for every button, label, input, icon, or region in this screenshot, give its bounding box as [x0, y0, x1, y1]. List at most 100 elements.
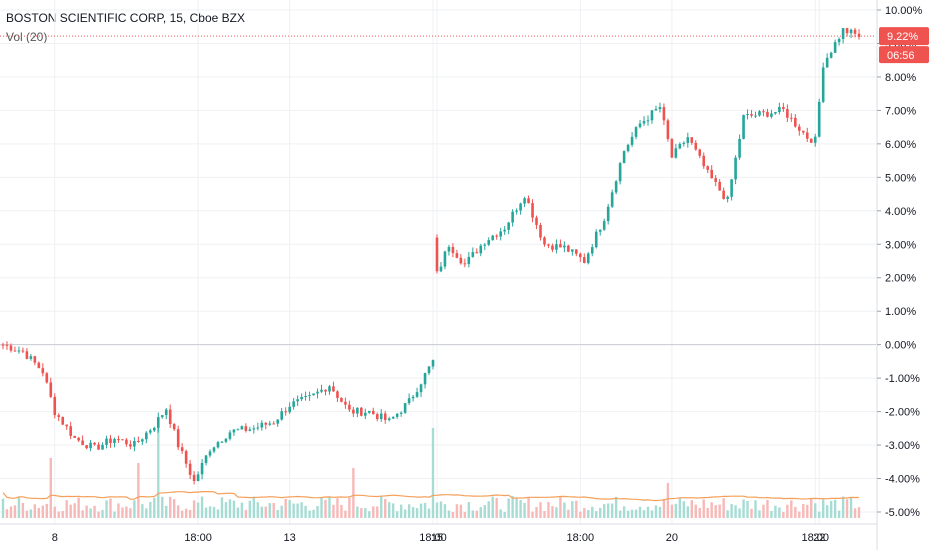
volume-bar	[766, 499, 769, 518]
volume-bar	[443, 504, 447, 518]
candle-body	[379, 413, 383, 420]
candle-body	[443, 251, 447, 267]
candle-body	[292, 401, 295, 407]
candle-body	[391, 416, 395, 419]
candle-body	[164, 409, 168, 416]
volume-bar	[503, 511, 506, 518]
candle-body	[690, 137, 694, 143]
candle-body	[841, 28, 845, 40]
volume-bar	[344, 510, 347, 518]
volume-bar	[829, 500, 833, 518]
candle-body	[622, 151, 626, 164]
candle-body	[758, 111, 761, 116]
volume-bar	[192, 500, 196, 518]
candle-body	[630, 136, 634, 145]
candle-body	[156, 417, 160, 428]
volume-bar	[642, 510, 646, 518]
volume-bar	[45, 503, 48, 518]
volume-bar	[686, 506, 690, 518]
candle-body	[598, 229, 602, 232]
candle-body	[316, 391, 319, 394]
candle-body	[734, 157, 737, 180]
volume-bar	[674, 503, 678, 518]
y-tick-label: 4.00%	[885, 206, 916, 218]
volume-bar	[296, 503, 299, 518]
volume-bar	[758, 510, 761, 518]
candle-body	[742, 114, 745, 139]
volume-bar	[73, 503, 76, 518]
volume-bar	[511, 496, 514, 518]
x-tick-label: 18:00	[419, 532, 447, 544]
volume-bar	[89, 508, 92, 518]
candle-body	[284, 411, 287, 413]
volume-bar	[806, 504, 809, 518]
volume-bar	[626, 510, 630, 518]
candle-body	[172, 424, 176, 430]
candle-body	[145, 432, 148, 440]
volume-bar	[698, 507, 701, 518]
volume-bar	[750, 508, 753, 518]
candle-body	[686, 137, 690, 143]
candle-body	[523, 198, 526, 204]
candle-body	[606, 206, 610, 222]
y-tick-label: -1.00%	[885, 373, 920, 385]
volume-bar	[117, 503, 120, 518]
volume-bar	[145, 508, 148, 518]
volume-bar	[157, 428, 160, 518]
volume-bar	[77, 497, 80, 518]
volume-bar	[622, 506, 626, 518]
volume-bar	[539, 502, 542, 518]
volume-bar	[228, 499, 232, 518]
candle-body	[797, 126, 801, 131]
volume-bar	[519, 499, 522, 518]
volume-bar	[29, 509, 33, 518]
candle-body	[614, 181, 618, 193]
volume-bar	[17, 497, 21, 518]
candle-body	[778, 106, 781, 113]
candle-body	[344, 401, 347, 405]
candle-body	[125, 439, 128, 445]
candle-body	[706, 166, 710, 170]
volume-bar	[240, 502, 244, 518]
candle-body	[45, 373, 49, 383]
y-tick-label: 3.00%	[885, 239, 916, 251]
candle-body	[220, 441, 224, 443]
volume-bar	[212, 506, 216, 518]
candle-body	[519, 203, 522, 211]
volume-bar	[364, 508, 367, 518]
volume-bar	[208, 506, 212, 518]
x-tick-label: 22	[813, 532, 825, 544]
volume-bar	[794, 506, 797, 518]
volume-bar	[431, 428, 435, 518]
volume-bar	[25, 510, 29, 518]
candle-body	[375, 414, 379, 420]
candle-body	[674, 148, 678, 158]
volume-bar	[618, 510, 622, 518]
volume-bar	[798, 511, 801, 518]
volume-bar	[483, 505, 486, 518]
volume-bar	[857, 507, 861, 518]
volume-bar	[666, 483, 670, 518]
volume-bar	[841, 496, 845, 518]
volume-bar	[706, 507, 709, 518]
candle-body	[503, 229, 506, 232]
candle-body	[746, 114, 749, 116]
candle-body	[730, 179, 733, 197]
candle-body	[260, 422, 264, 428]
candle-body	[403, 403, 407, 413]
candle-body	[654, 109, 658, 111]
candle-body	[539, 224, 542, 238]
volume-bar	[93, 505, 96, 518]
volume-bar	[646, 506, 650, 518]
candle-body	[610, 192, 614, 207]
volume-bar	[479, 507, 482, 518]
candle-body	[256, 427, 260, 429]
volume-bar	[849, 497, 853, 518]
candle-body	[590, 247, 594, 254]
candle-body	[571, 249, 574, 252]
candle-body	[93, 442, 96, 445]
candle-body	[367, 410, 371, 413]
volume-bar	[352, 468, 355, 518]
volume-bar	[583, 508, 586, 518]
